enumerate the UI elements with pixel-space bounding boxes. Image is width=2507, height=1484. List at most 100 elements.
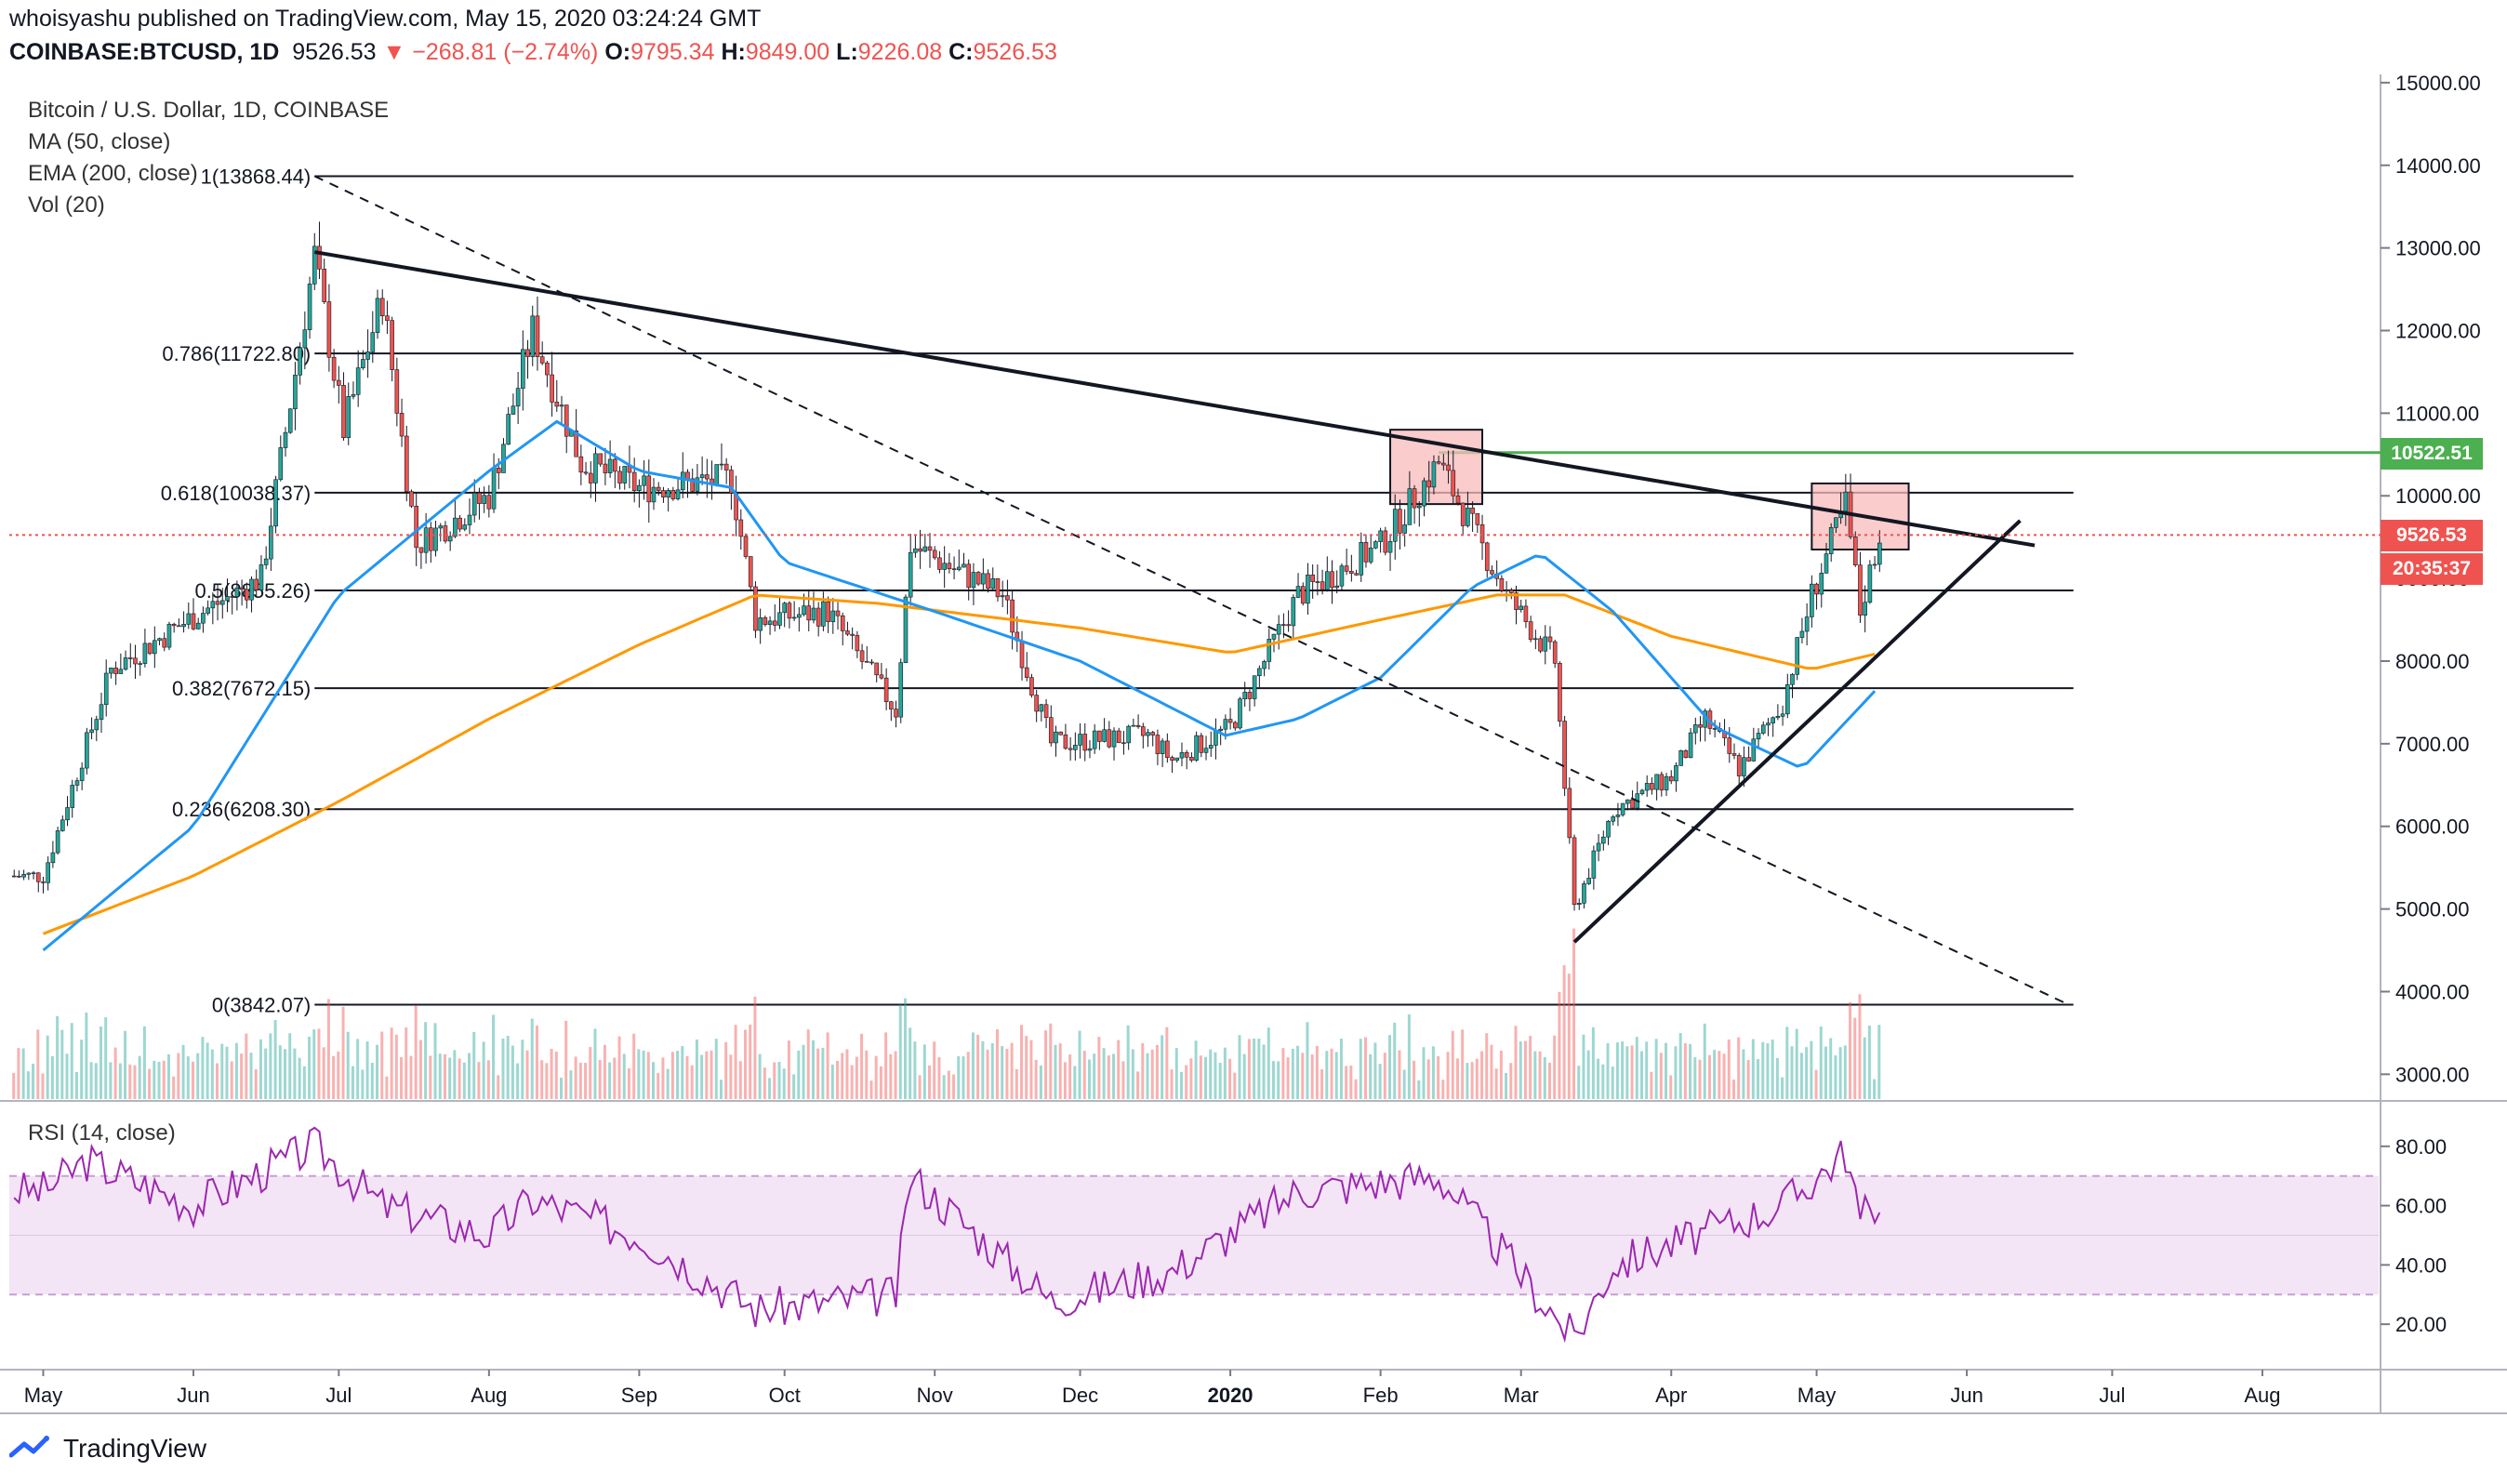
candle-body[interactable] xyxy=(1402,524,1407,534)
candle-body[interactable] xyxy=(471,492,477,516)
candle-body[interactable] xyxy=(1257,668,1262,677)
candle-body[interactable] xyxy=(375,298,380,333)
candle-body[interactable] xyxy=(1596,842,1601,852)
candle-body[interactable] xyxy=(651,486,657,503)
candle-body[interactable] xyxy=(1005,595,1010,601)
candle-body[interactable] xyxy=(41,881,46,883)
candle-body[interactable] xyxy=(932,550,937,559)
candle-body[interactable] xyxy=(1019,640,1025,669)
candle-body[interactable] xyxy=(816,607,821,627)
candle-body[interactable] xyxy=(486,495,492,510)
candle-body[interactable] xyxy=(1567,788,1572,839)
candle-body[interactable] xyxy=(195,622,201,629)
candle-body[interactable] xyxy=(554,402,560,407)
candle-body[interactable] xyxy=(249,578,254,601)
candle-body[interactable] xyxy=(1150,732,1156,735)
candle-body[interactable] xyxy=(530,315,536,357)
candle-body[interactable] xyxy=(1760,724,1766,734)
candle-body[interactable] xyxy=(462,524,468,530)
candle-body[interactable] xyxy=(467,514,472,525)
candle-body[interactable] xyxy=(821,601,826,627)
trendline-dashed-fib-line[interactable] xyxy=(313,175,2069,1006)
candle-body[interactable] xyxy=(1000,595,1005,598)
candle-body[interactable] xyxy=(1746,757,1751,762)
candle-body[interactable] xyxy=(482,495,486,504)
candle-body[interactable] xyxy=(578,456,584,473)
candle-body[interactable] xyxy=(239,587,245,590)
candle-body[interactable] xyxy=(1073,745,1078,750)
candle-body[interactable] xyxy=(1586,878,1591,884)
legend-vol[interactable]: Vol (20) xyxy=(28,192,105,218)
candle-body[interactable] xyxy=(631,471,637,492)
candle-body[interactable] xyxy=(1281,624,1286,626)
candle-body[interactable] xyxy=(186,613,192,625)
candle-body[interactable] xyxy=(414,505,418,549)
candle-body[interactable] xyxy=(1639,789,1645,794)
candle-body[interactable] xyxy=(1508,590,1514,593)
candle-body[interactable] xyxy=(326,301,332,358)
candle-body[interactable] xyxy=(394,369,400,414)
candle-body[interactable] xyxy=(118,669,124,674)
candle-body[interactable] xyxy=(1562,721,1567,789)
candle-body[interactable] xyxy=(1416,505,1422,509)
candle-body[interactable] xyxy=(545,363,550,376)
candle-body[interactable] xyxy=(1712,728,1718,730)
candle-body[interactable] xyxy=(535,315,540,357)
candle-body[interactable] xyxy=(1286,624,1291,627)
candle-body[interactable] xyxy=(423,527,429,553)
candle-body[interactable] xyxy=(79,767,85,781)
candle-body[interactable] xyxy=(1780,713,1785,717)
candle-body[interactable] xyxy=(753,586,758,631)
candle-body[interactable] xyxy=(1867,564,1873,603)
candle-body[interactable] xyxy=(855,635,860,652)
candle-body[interactable] xyxy=(583,471,589,474)
candle-body[interactable] xyxy=(598,453,603,465)
candle-body[interactable] xyxy=(1814,583,1819,595)
candle-body[interactable] xyxy=(656,486,661,491)
candle-body[interactable] xyxy=(646,475,652,503)
candle-body[interactable] xyxy=(918,548,922,552)
candle-body[interactable] xyxy=(622,466,628,484)
candle-body[interactable] xyxy=(521,349,525,389)
candle-body[interactable] xyxy=(379,298,385,317)
candle-body[interactable] xyxy=(1024,667,1029,678)
candle-body[interactable] xyxy=(1412,488,1417,509)
candle-body[interactable] xyxy=(1276,624,1281,635)
candle-body[interactable] xyxy=(1310,575,1315,582)
candle-body[interactable] xyxy=(690,478,695,492)
candle-body[interactable] xyxy=(607,458,613,473)
candle-body[interactable] xyxy=(975,572,981,585)
candle-body[interactable] xyxy=(695,477,700,492)
candle-body[interactable] xyxy=(642,475,646,486)
candle-body[interactable] xyxy=(1499,577,1505,591)
legend-ma[interactable]: MA (50, close) xyxy=(28,129,171,154)
candle-body[interactable] xyxy=(1378,530,1383,542)
candle-body[interactable] xyxy=(515,388,521,407)
candle-body[interactable] xyxy=(404,435,409,492)
candle-body[interactable] xyxy=(26,872,32,875)
candle-body[interactable] xyxy=(1300,586,1306,604)
candle-body[interactable] xyxy=(46,862,50,883)
candle-body[interactable] xyxy=(1242,692,1248,700)
candle-body[interactable] xyxy=(1097,730,1102,742)
candle-body[interactable] xyxy=(685,471,690,480)
candle-body[interactable] xyxy=(661,490,666,497)
candle-body[interactable] xyxy=(31,872,36,875)
candle-body[interactable] xyxy=(1146,732,1150,736)
candle-body[interactable] xyxy=(670,490,676,499)
candle-body[interactable] xyxy=(666,490,670,497)
candle-body[interactable] xyxy=(714,464,720,485)
candle-body[interactable] xyxy=(1766,722,1771,726)
candle-body[interactable] xyxy=(11,875,17,878)
candle-body[interactable] xyxy=(201,613,206,624)
candle-body[interactable] xyxy=(346,396,352,439)
candle-body[interactable] xyxy=(259,564,264,590)
candle-body[interactable] xyxy=(365,351,370,360)
candle-body[interactable] xyxy=(123,657,128,670)
candle-body[interactable] xyxy=(1698,724,1703,728)
candle-body[interactable] xyxy=(559,404,564,407)
candle-body[interactable] xyxy=(966,563,972,589)
legend-ema[interactable]: EMA (200, close) xyxy=(28,161,198,186)
candle-body[interactable] xyxy=(1354,573,1359,576)
rsi-legend[interactable]: RSI (14, close) xyxy=(28,1120,176,1146)
